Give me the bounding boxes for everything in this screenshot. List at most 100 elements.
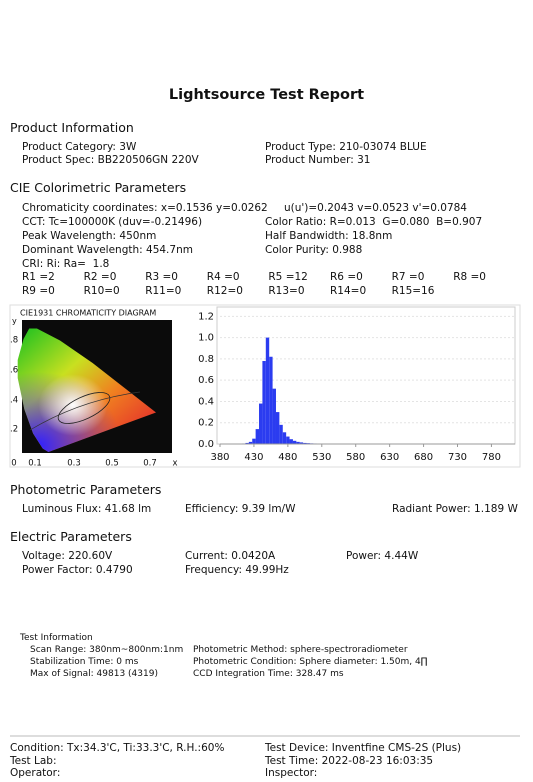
spectrum-bar: [286, 436, 290, 444]
spectrum-bar: [282, 432, 287, 444]
field: u(u')=0.2043 v=0.0523 v'=0.0784: [284, 202, 467, 214]
x-tick-label: 680: [414, 452, 433, 463]
cie-x-tick: 0.3: [67, 459, 81, 469]
r-value: R9 =0: [22, 285, 55, 297]
cie-title: CIE1931 CHROMATICITY DIAGRAM: [20, 309, 156, 318]
r-value: R15=16: [391, 285, 435, 297]
field: Product Category: 3W: [22, 141, 137, 153]
field: Photometric Condition: Sphere diameter: …: [193, 657, 428, 667]
field: Scan Range: 380nm~800nm:1nm: [30, 645, 184, 655]
spectrum-bar: [248, 441, 253, 444]
cie-y-tick: .6: [10, 366, 18, 376]
field: Current: 0.0420A: [185, 550, 276, 562]
subheading: Test Information: [20, 633, 93, 643]
r-value: R12=0: [206, 285, 243, 297]
spectrum-bar: [292, 440, 297, 444]
field: Product Spec: BB220506GN 220V: [22, 154, 199, 166]
spectrum-bar: [259, 403, 263, 444]
field: CCD Integration Time: 328.47 ms: [193, 669, 344, 679]
y-tick-label: 0.2: [198, 418, 214, 429]
field: Color Purity: 0.988: [265, 244, 363, 256]
field: Dominant Wavelength: 454.7nm: [22, 244, 193, 256]
field: Power Factor: 0.4790: [22, 564, 133, 576]
y-tick-label: 1.2: [198, 311, 214, 322]
x-tick-label: 480: [278, 452, 297, 463]
cie-x-label: x: [172, 459, 177, 469]
r-value: R8 =0: [453, 271, 486, 283]
field: Peak Wavelength: 450nm: [22, 230, 157, 242]
footer-field: Test Lab:: [10, 755, 57, 767]
spectrum-bar: [275, 412, 280, 444]
figure-frame: [9, 304, 521, 468]
spectrum-bar: [252, 438, 256, 444]
r-value: R5 =12: [268, 271, 308, 283]
field: Photometric Method: sphere-spectroradiom…: [193, 645, 408, 655]
cie-horseshoe: [17, 328, 157, 452]
spectrum-bar: [296, 441, 300, 444]
spectrum-bar: [272, 388, 276, 444]
y-tick-label: 0.8: [198, 354, 214, 365]
section-heading: CIE Colorimetric Parameters: [10, 180, 187, 195]
y-tick-label: 1.0: [198, 333, 214, 344]
y-tick-label: 0.0: [198, 439, 214, 450]
spectrum-bar: [265, 337, 270, 444]
x-tick-label: 780: [482, 452, 501, 463]
spectrum-bar: [279, 424, 283, 444]
r-value: R13=0: [268, 285, 305, 297]
footer-field: Test Time: 2022-08-23 16:03:35: [265, 755, 434, 767]
spectrum-bar: [255, 429, 260, 444]
x-tick-label: 530: [312, 452, 331, 463]
y-tick-label: 0.6: [198, 375, 214, 386]
r-value: R2 =0: [83, 271, 117, 283]
section-heading: Product Information: [10, 120, 134, 135]
footer-field: Operator:: [10, 767, 61, 779]
field: Radiant Power: 1.189 W: [392, 503, 518, 515]
section-heading: Photometric Parameters: [10, 482, 162, 497]
field: Stabilization Time: 0 ms: [30, 657, 139, 667]
cie-x-tick: 0.5: [105, 459, 119, 469]
field: Power: 4.44W: [346, 550, 419, 562]
x-tick-label: 580: [346, 452, 365, 463]
x-tick-label: 380: [210, 452, 229, 463]
cie-y-label: y: [12, 317, 17, 326]
r-value: R10=0: [83, 285, 120, 297]
field: CRI: Ri: Ra= 1.8: [22, 258, 110, 270]
section-heading: Electric Parameters: [10, 529, 132, 544]
r-value: R1 =2: [22, 271, 55, 283]
cie-y-tick: .2: [10, 425, 18, 435]
r-value: R6 =0: [330, 271, 363, 283]
field: Voltage: 220.60V: [22, 550, 113, 562]
cie-x-tick: 0: [11, 459, 16, 469]
r-value: R14=0: [330, 285, 367, 297]
field: Chromaticity coordinates: x=0.1536 y=0.0…: [22, 202, 268, 214]
field: Luminous Flux: 41.68 lm: [22, 503, 152, 515]
cie-y-tick: .4: [10, 396, 18, 406]
cie-y-tick: .8: [10, 336, 18, 346]
cie-x-tick: 0.1: [28, 459, 42, 469]
r-value: R7 =0: [391, 271, 425, 283]
r-value: R11=0: [145, 285, 182, 297]
field: Color Ratio: R=0.013 G=0.080 B=0.907: [265, 216, 483, 228]
x-tick-label: 630: [380, 452, 399, 463]
field: Product Number: 31: [265, 154, 371, 166]
x-tick-label: 730: [448, 452, 467, 463]
field: Half Bandwidth: 18.8nm: [265, 230, 393, 242]
field: Efficiency: 9.39 lm/W: [185, 503, 296, 515]
footer-field: Test Device: Inventfine CMS-2S (Plus): [265, 742, 462, 754]
report-title: Lightsource Test Report: [168, 87, 365, 103]
r-value: R3 =0: [145, 271, 178, 283]
spectrum-chart: 0.0 0.2 0.4 0.6 0.8 1.0 1.2 380 430 480 530 580 630 6…: [198, 306, 516, 463]
r-value: R4 =0: [206, 271, 240, 283]
field: Max of Signal: 49813 (4319): [30, 669, 158, 679]
field: CCT: Tc=100000K (duv=-0.21496): [22, 216, 203, 228]
spectrum-bar: [262, 361, 266, 444]
spectrum-bar: [289, 439, 293, 444]
cie-x-tick: 0.7: [143, 459, 157, 469]
spectrum-bar: [245, 442, 249, 444]
footer-field: Inspector:: [265, 767, 318, 779]
footer-field: Condition: Tx:34.3'C, Ti:33.3'C, R.H.:60…: [10, 742, 225, 754]
x-tick-label: 430: [244, 452, 263, 463]
field: Frequency: 49.99Hz: [185, 564, 289, 576]
